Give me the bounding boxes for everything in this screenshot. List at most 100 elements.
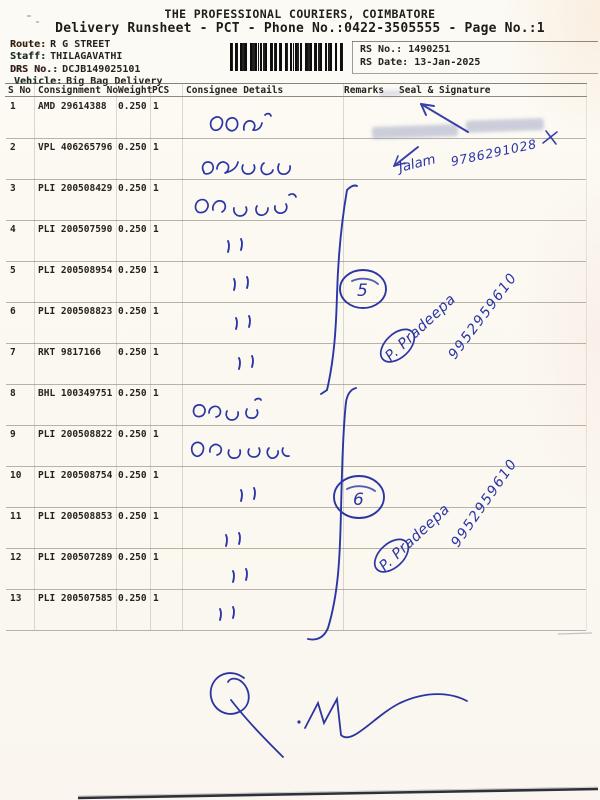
rs-date-value: 13-Jan-2025: [414, 57, 481, 68]
runsheet-meta: Route: R G STREET Staff: THILAGAVATHI DRS No…: [10, 39, 163, 89]
cell-s-no: 5: [10, 265, 16, 276]
cell-pcs: 1: [153, 429, 159, 440]
table-header-top-rule: [5, 83, 587, 84]
cell-weight: 0.250: [118, 183, 147, 194]
rs-box-left-rule: [352, 41, 353, 73]
table-row: 12 PLI 200507289 0.250 1: [6, 548, 586, 590]
staff-label: Staff:: [10, 51, 47, 63]
cell-weight: 0.250: [118, 388, 147, 399]
cell-pcs: 1: [153, 306, 159, 317]
rs-number-value: 1490251: [408, 44, 451, 55]
cell-s-no: 13: [10, 593, 22, 604]
cell-s-no: 1: [10, 101, 16, 112]
col-header-s-no: S No: [8, 85, 31, 96]
cell-s-no: 6: [10, 306, 16, 317]
grid-vline: [116, 84, 117, 630]
table-row: 13 PLI 200507585 0.250 1: [6, 589, 586, 631]
grid-vline: [150, 84, 151, 630]
cell-s-no: 8: [10, 388, 16, 399]
cell-consignment-no: PLI 200507289: [38, 552, 113, 563]
cell-consignment-no: PLI 200508954: [38, 265, 113, 276]
cell-weight: 0.250: [118, 265, 147, 276]
cell-pcs: 1: [153, 101, 159, 112]
route-label: Route:: [10, 39, 47, 50]
table-row: 10 PLI 200508754 0.250 1: [6, 466, 586, 508]
cell-consignment-no: PLI 200508853: [38, 511, 113, 522]
cell-weight: 0.250: [118, 306, 147, 317]
table-header-bottom-rule: [5, 96, 587, 97]
cell-s-no: 4: [10, 224, 16, 235]
drs-number-label: DRS No.:: [10, 63, 59, 75]
table-row: 6 PLI 200508823 0.250 1: [6, 302, 586, 344]
table-row: 9 PLI 200508822 0.250 1: [6, 425, 586, 467]
drs-line: DRS No.: DCJB149025101: [10, 64, 163, 76]
cell-pcs: 1: [153, 511, 159, 522]
table-row: 11 PLI 200508853 0.250 1: [6, 507, 586, 549]
cell-s-no: 7: [10, 347, 16, 358]
cell-weight: 0.250: [118, 552, 147, 563]
scan-bottom-edge-shadow: [77, 786, 599, 797]
route-line: Route: R G STREET: [10, 39, 163, 51]
cell-weight: 0.250: [118, 142, 147, 153]
runsheet-subtitle: Delivery Runsheet - PCT - Phone No.:0422…: [55, 21, 545, 36]
cell-consignment-no: PLI 200507585: [38, 593, 113, 604]
cell-pcs: 1: [153, 593, 159, 604]
table-row: 3 PLI 200508429 0.250 1: [6, 179, 586, 221]
scan-speck: [36, 21, 39, 23]
cell-weight: 0.250: [118, 347, 147, 358]
staff-value: THILAGAVATHI: [50, 51, 123, 63]
staff-line: Staff: THILAGAVATHI: [10, 51, 163, 63]
scan-speck: [27, 15, 31, 17]
barcode-icon: [230, 43, 345, 71]
cell-weight: 0.250: [118, 511, 147, 522]
grid-vline: [34, 84, 35, 630]
col-header-pcs: PCS: [152, 85, 170, 96]
col-header-remarks: Remarks: [344, 85, 385, 96]
table-row: 5 PLI 200508954 0.250 1: [6, 261, 586, 303]
col-header-seal-signature: Seal & Signature: [399, 85, 491, 96]
cell-s-no: 11: [10, 511, 22, 522]
vehicle-label: Vehicle:: [14, 76, 63, 88]
cell-pcs: 1: [153, 224, 159, 235]
route-value: R G STREET: [50, 39, 111, 50]
scan-bottom-edge: [77, 787, 599, 800]
cell-consignment-no: PLI 200508823: [38, 306, 113, 317]
cell-weight: 0.250: [118, 429, 147, 440]
company-title: THE PROFESSIONAL COURIERS, COIMBATORE: [164, 7, 436, 21]
col-header-consignee-details: Consignee Details: [186, 85, 284, 96]
cell-consignment-no: PLI 200508822: [38, 429, 113, 440]
table-row: 2 VPL 406265796 0.250 1: [6, 138, 586, 180]
courier-signature: [209, 672, 468, 758]
cell-s-no: 12: [10, 552, 22, 563]
table-row: 4 PLI 200507590 0.250 1: [6, 220, 586, 262]
cell-pcs: 1: [153, 183, 159, 194]
grid-vline: [586, 84, 587, 630]
rs-number-label: RS No.:: [360, 44, 403, 55]
col-header-weight: Weight: [118, 85, 153, 96]
cell-consignment-no: PLI 200508429: [38, 183, 113, 194]
cell-weight: 0.250: [118, 470, 147, 481]
cell-s-no: 9: [10, 429, 16, 440]
cell-pcs: 1: [153, 347, 159, 358]
table-row: 1 AMD 29614388 0.250 1: [6, 97, 586, 139]
cell-consignment-no: AMD 29614388: [38, 101, 107, 112]
col-header-consignment-no: Consignment No: [38, 85, 119, 96]
vehicle-value: Big Bag Delivery: [66, 76, 163, 88]
rs-number-line: RS No.: 1490251: [360, 44, 450, 55]
grid-vline: [182, 84, 183, 630]
drs-number-value: DCJB149025101: [62, 63, 141, 75]
rs-box-bottom-rule: [352, 73, 598, 74]
cell-weight: 0.250: [118, 224, 147, 235]
cell-s-no: 2: [10, 142, 16, 153]
scan-dash: [557, 632, 593, 635]
cell-pcs: 1: [153, 552, 159, 563]
cell-pcs: 1: [153, 265, 159, 276]
cell-consignment-no: PLI 200508754: [38, 470, 113, 481]
cell-weight: 0.250: [118, 593, 147, 604]
rs-box-top-rule: [352, 41, 598, 42]
cell-s-no: 3: [10, 183, 16, 194]
rs-date-label: RS Date:: [360, 57, 409, 68]
cell-consignment-no: VPL 406265796: [38, 142, 113, 153]
vehicle-line: Vehicle: Big Bag Delivery: [10, 76, 163, 88]
